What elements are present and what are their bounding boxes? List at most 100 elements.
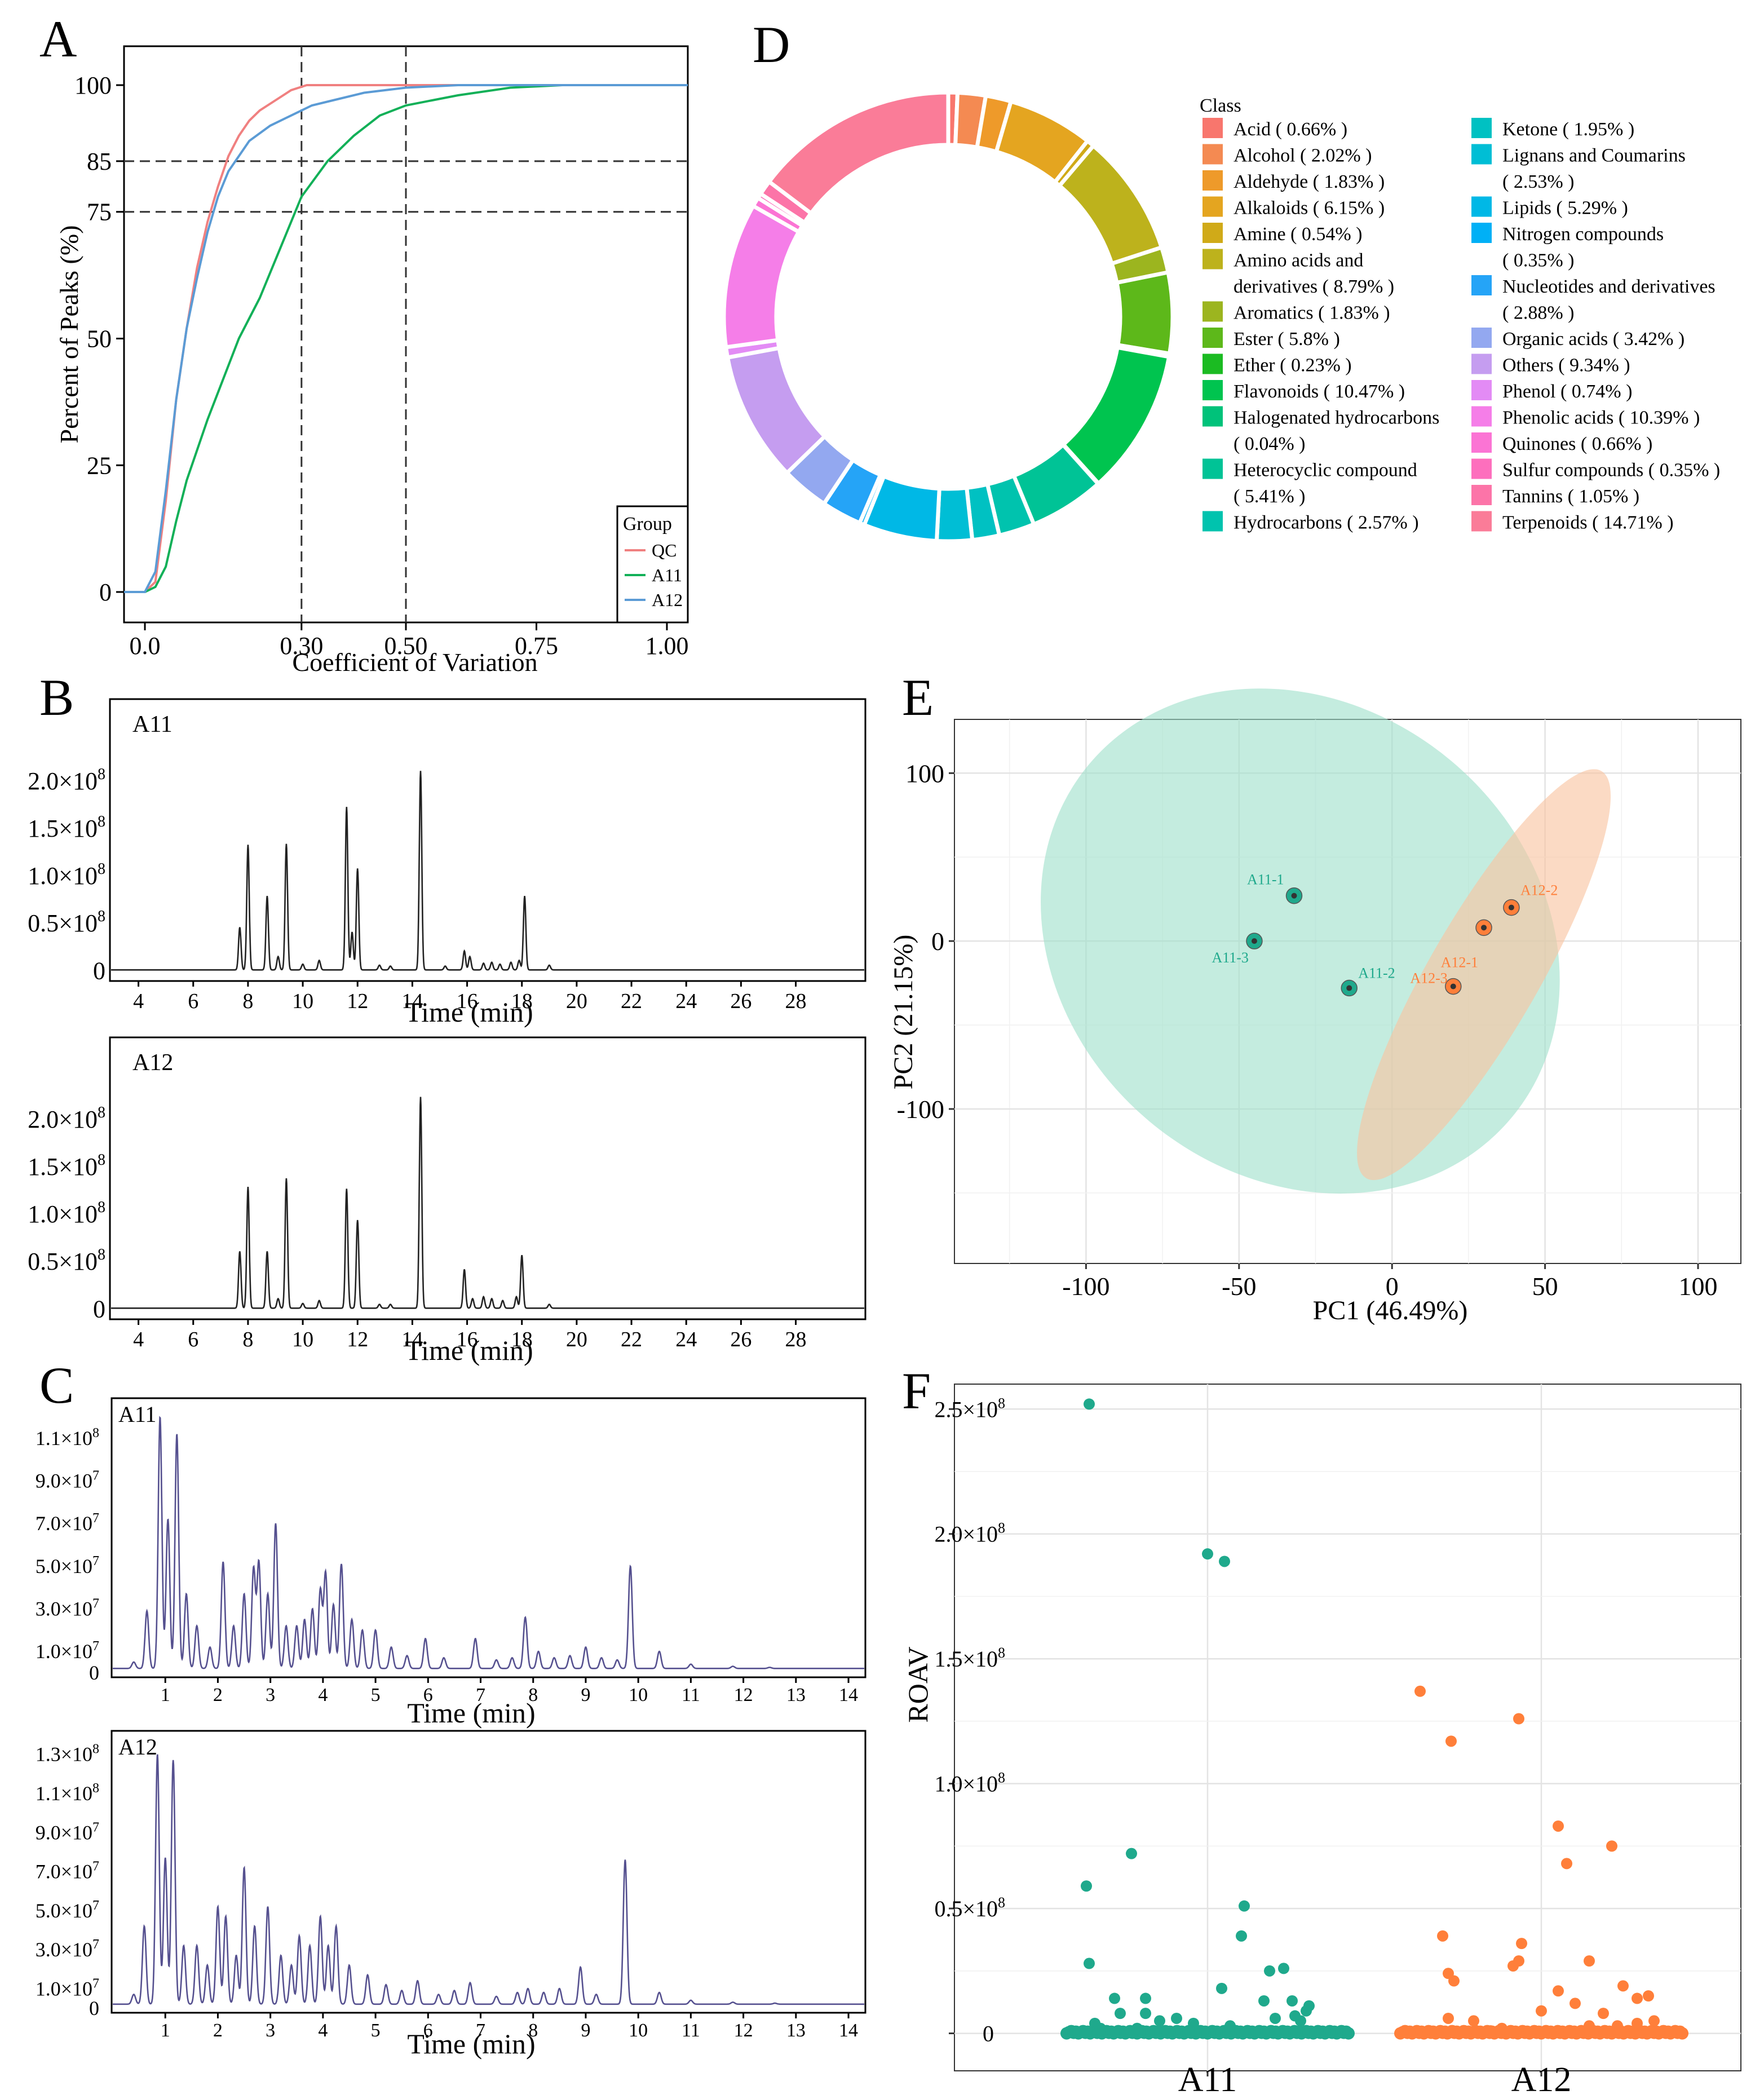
panel-a-series-a12 [124,84,688,593]
panel-e-point-label: A12-3 [1410,970,1447,987]
panel-f-point [1606,1840,1617,1852]
panel-letter-e: E [902,669,934,726]
panel-e-point-center [1450,983,1456,989]
panel-e-point-label: A11-3 [1212,949,1248,966]
panel-b-a12-x-tick-label: 18 [511,1328,533,1351]
panel-e-point-label: A11-2 [1358,965,1395,982]
panel-d-legend-swatch [1202,328,1223,348]
panel-f-point [1301,2005,1312,2017]
panel-d-legend-label: Terpenoids ( 14.71% ) [1502,512,1674,533]
panel-f-point [1584,2020,1595,2032]
panel-c-a11-x-tick-label: 4 [318,1685,328,1705]
panel-e-y-tick-label: 100 [905,759,944,788]
panel-a-x-tick-label: 0.0 [130,632,161,660]
panel-e-x-tick-label: 50 [1532,1272,1558,1301]
panel-b-a12-x-tick-label: 28 [785,1328,807,1351]
panel-c-a12-x-tick-label: 7 [476,2020,485,2041]
panel-b-a12-x-tick-label: 22 [621,1328,642,1351]
panel-b-a12-x-tick-label: 16 [457,1328,478,1351]
panel-f-point [1140,2008,1151,2020]
panel-d-legend-label: Lignans and Coumarins [1502,145,1686,166]
panel-e-x-tick-label: -100 [1062,1272,1109,1301]
panel-c-a12-x-tick-label: 13 [786,2020,806,2041]
panel-c-x-axis-label-2: Time (min) [407,2028,535,2060]
panel-d-legend-swatch [1471,511,1492,532]
panel-a-y-tick-label: 25 [87,452,112,479]
panel-d-slice [1114,269,1175,356]
panel-b-a11-x-tick-label: 20 [566,989,587,1013]
panel-e-point-label: A12-1 [1441,954,1478,970]
panel-b-a12-x-tick-label: 6 [188,1328,198,1351]
panel-d-legend-swatch [1471,432,1492,453]
panel-e-y-tick-label: -100 [897,1095,944,1124]
panel-d-legend-swatch [1202,118,1223,138]
panel-a-series-a11 [124,84,688,593]
panel-b-a12-x-tick-label: 20 [566,1328,587,1351]
panel-b-a11-trace [111,771,864,971]
panel-c-a11-y-tick-label: 3.0×107 [36,1596,99,1620]
panel-b-a12-x-tick-label: 24 [675,1328,697,1351]
panel-d-legend-label: Ketone ( 1.95% ) [1502,119,1634,140]
panel-d-legend-label-cont: ( 0.35% ) [1502,250,1574,271]
panel-f-point [1676,2027,1688,2040]
panel-c-a11-x-tick-label: 3 [266,1685,275,1705]
panel-c-a12-y-tick-label: 0 [89,1997,99,2020]
panel-b-a11-x-tick-label: 10 [292,989,313,1013]
panel-c-a11-y-tick-label: 1.1×108 [36,1426,99,1450]
panel-a-y-tick-label: 75 [87,198,112,226]
panel-f-point [1553,1820,1564,1832]
panel-e-y-axis-label: PC2 (21.15%) [888,935,918,1090]
panel-f-y-tick-label: 2.5×108 [934,1395,1005,1422]
panel-a-y-tick-label: 0 [99,578,112,606]
panel-a-y-axis-label: Percent of Peaks (%) [55,225,83,443]
panel-c-a12-x-tick-label: 9 [581,2020,590,2041]
panel-d-legend-label-cont: ( 2.88% ) [1502,303,1574,324]
panel-d-legend-label-cont: ( 5.41% ) [1234,486,1305,507]
panel-f-point [1092,2025,1103,2037]
panel-e-ellipse-a12 [1357,769,1611,1181]
panel-d-legend-swatch [1202,406,1223,427]
panel-f-point [1219,1556,1230,1567]
panel-c-a12-y-tick-label: 1.0×107 [36,1976,99,2000]
panel-b-a12-y-tick-label: 2.0×108 [28,1104,105,1133]
panel-b-a11-y-tick-label: 0 [93,957,105,984]
panel-d-legend-label: Ester ( 5.8% ) [1234,329,1340,350]
panel-e-point-center [1508,904,1514,911]
panel-letter-a: A [39,10,77,68]
panel-e-x-axis-label: PC1 (46.49%) [1313,1296,1468,1325]
panel-c-a11-x-tick-label: 9 [581,1685,590,1705]
panel-d-legend-label: Flavonoids ( 10.47% ) [1234,381,1405,402]
panel-e-point-center [1481,925,1487,931]
panel-d-legend-label: Phenolic acids ( 10.39% ) [1502,408,1700,428]
panel-b-a12-frame [109,1036,866,1320]
panel-b-a11-x-tick-label: 28 [785,989,807,1013]
panel-d-legend-swatch [1471,223,1492,243]
panel-f-point [1081,1880,1092,1892]
panel-f-y-tick-label: 0.5×108 [934,1894,1005,1921]
panel-e-point-center [1346,985,1352,991]
panel-letter-d: D [753,16,790,73]
panel-d-legend-swatch [1471,380,1492,400]
panel-c-a12-x-tick-label: 2 [213,2020,223,2041]
panel-d-legend-swatch [1202,301,1223,322]
panel-b-a11-x-tick-label: 12 [347,989,368,1013]
panel-b-x-axis-label-2: Time (min) [405,1334,533,1366]
panel-b-a12-y-tick-label: 0 [93,1295,105,1323]
panel-d-legend-label-cont: ( 2.53% ) [1502,171,1574,192]
panel-b-a11-x-tick-label: 24 [675,989,697,1013]
panel-b-x-axis-label-1: Time (min) [405,996,533,1028]
panel-f-y-tick-label: 1.5×108 [934,1645,1005,1672]
panel-f-point [1289,2010,1301,2022]
panel-d-legend-label: Aldehyde ( 1.83% ) [1234,171,1385,192]
panel-d-legend-label: Sulfur compounds ( 0.35% ) [1502,460,1720,481]
panel-f-point [1258,1995,1270,2007]
panel-c-a12-x-tick-label: 8 [528,2020,538,2041]
panel-d-legend-swatch [1471,485,1492,505]
panel-c-a12-x-tick-label: 5 [371,2020,381,2041]
panel-d-legend-label: Alcohol ( 2.02% ) [1234,145,1372,166]
panel-c-a12-x-tick-label: 4 [318,2020,328,2041]
panel-d-legend-label: Quinones ( 0.66% ) [1502,434,1652,454]
panel-e-point-label: A11-1 [1247,872,1284,888]
panel-f-point [1643,1990,1654,2002]
